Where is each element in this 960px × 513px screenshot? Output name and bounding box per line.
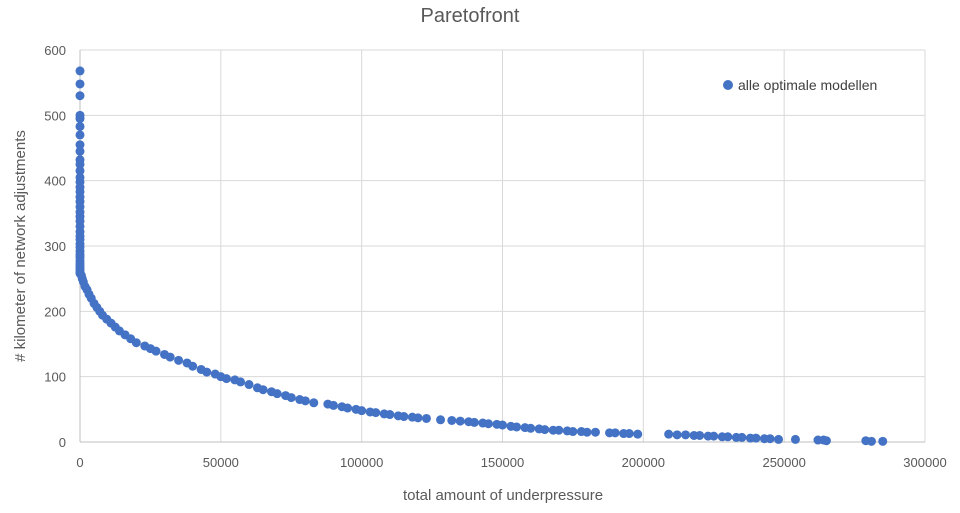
data-point (75, 79, 85, 89)
data-point (498, 420, 507, 430)
x-tick-label: 300000 (903, 455, 946, 470)
data-point (469, 417, 479, 427)
data-point (774, 434, 784, 444)
data-point (188, 361, 198, 371)
data-point (436, 415, 446, 425)
data-point (174, 355, 184, 365)
chart-title: Paretofront (421, 5, 520, 27)
data-point (75, 121, 85, 131)
x-tick-label: 0 (76, 455, 83, 470)
data-point (75, 66, 85, 76)
data-point (309, 398, 319, 408)
data-point (75, 140, 85, 150)
data-point (590, 427, 600, 437)
data-point (751, 433, 761, 443)
data-point (202, 367, 212, 377)
data-point (300, 396, 310, 406)
data-points (75, 66, 888, 446)
data-point (165, 352, 175, 362)
y-tick-label: 200 (44, 304, 66, 319)
data-point (540, 425, 550, 435)
data-point (75, 166, 85, 176)
data-point (582, 427, 592, 437)
x-tick-label: 50000 (203, 455, 239, 470)
data-point (75, 91, 85, 101)
data-point (821, 436, 831, 446)
data-point (329, 400, 338, 410)
data-point (258, 385, 268, 395)
data-point (709, 431, 719, 441)
data-point (272, 389, 282, 399)
data-point (866, 436, 876, 446)
data-point (568, 427, 578, 437)
x-tick-label: 200000 (622, 455, 665, 470)
x-tick-label: 250000 (762, 455, 805, 470)
data-point (75, 114, 85, 124)
data-point (244, 380, 254, 390)
legend-label: alle optimale modellen (738, 77, 877, 93)
data-point (681, 430, 691, 440)
x-tick-label: 100000 (340, 455, 383, 470)
legend: alle optimale modellen (723, 77, 877, 93)
data-point (633, 429, 643, 439)
data-point (413, 413, 423, 423)
data-point (399, 412, 409, 422)
data-point (421, 413, 431, 423)
data-point (695, 430, 705, 440)
data-point (483, 419, 493, 429)
y-tick-label: 100 (44, 370, 66, 385)
data-point (723, 432, 733, 442)
x-tick-label: 150000 (481, 455, 524, 470)
data-point (75, 159, 85, 169)
data-point (526, 423, 536, 433)
data-point (357, 406, 367, 416)
data-point (765, 434, 775, 444)
y-tick-label: 600 (44, 43, 66, 58)
y-tick-label: 400 (44, 174, 66, 189)
data-point (512, 422, 522, 432)
data-point (737, 432, 747, 442)
data-point (664, 429, 674, 439)
data-point (447, 415, 457, 425)
legend-marker (723, 80, 733, 90)
data-point (286, 393, 296, 403)
data-point (151, 346, 161, 356)
data-point (236, 377, 246, 387)
data-point (672, 430, 682, 440)
x-axis-label: total amount of underpressure (403, 487, 603, 504)
y-tick-label: 0 (59, 435, 66, 450)
data-point (554, 425, 564, 435)
data-point (790, 434, 800, 444)
y-tick-label: 500 (44, 108, 66, 123)
data-point (221, 374, 231, 384)
data-point (455, 416, 465, 426)
y-axis-label: # kilometer of network adjustments (12, 130, 29, 362)
data-point (385, 410, 395, 420)
data-point (131, 338, 141, 348)
axes: 0 50000 100000 150000 200000 250000 300000 0 100… (44, 43, 946, 470)
grid (80, 49, 926, 442)
data-point (371, 408, 381, 418)
data-point (75, 130, 85, 140)
data-point (878, 436, 888, 446)
data-point (610, 428, 620, 438)
data-point (343, 403, 353, 413)
data-point (624, 429, 634, 439)
y-tick-label: 300 (44, 239, 66, 254)
data-point (75, 146, 85, 156)
